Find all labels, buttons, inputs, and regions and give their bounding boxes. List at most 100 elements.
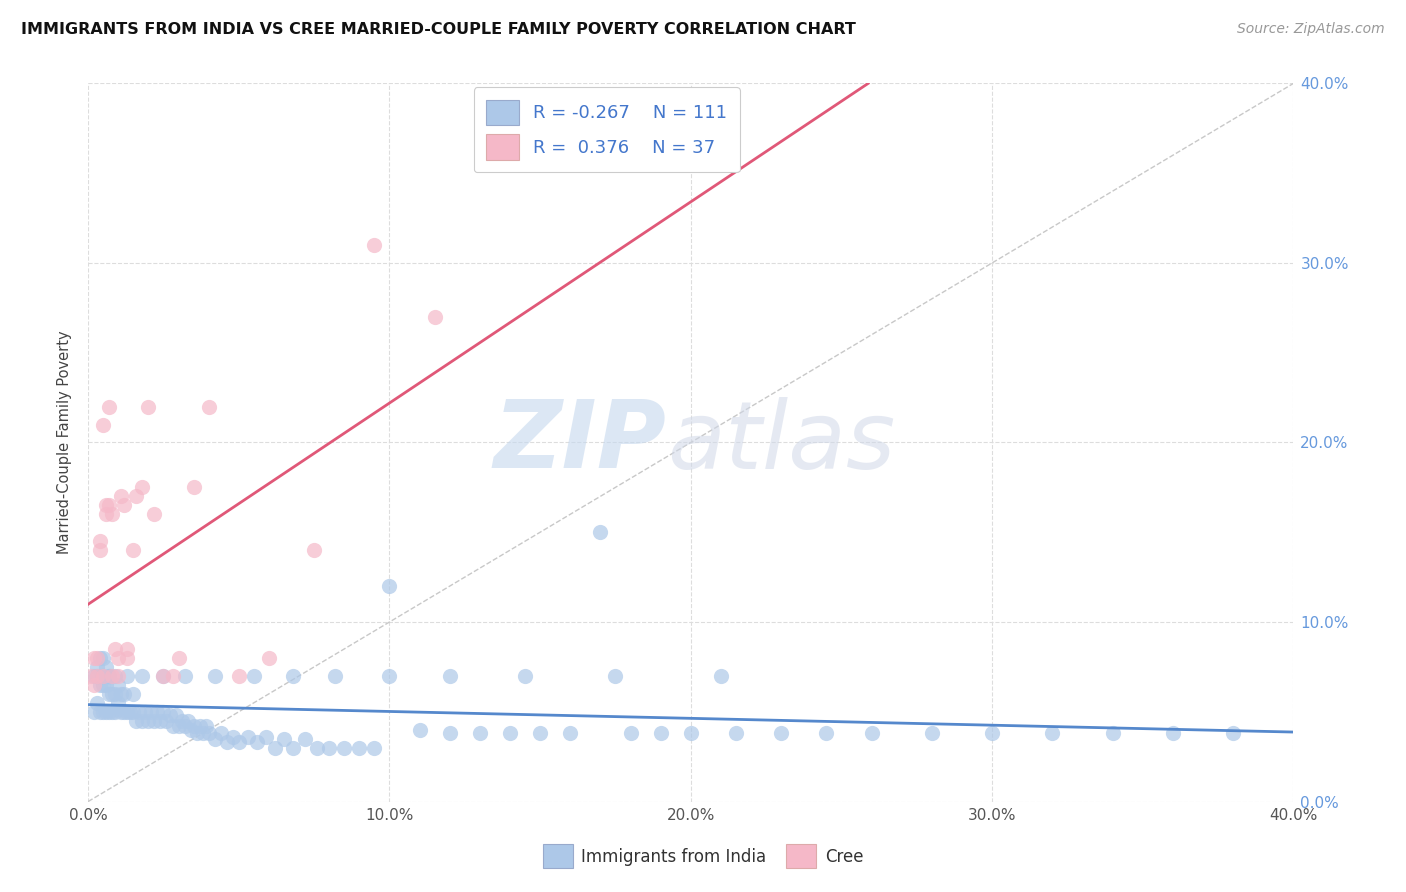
Point xyxy=(91,669,114,683)
Point xyxy=(273,731,295,746)
Text: Source: ZipAtlas.com: Source: ZipAtlas.com xyxy=(1237,22,1385,37)
Point xyxy=(117,705,139,719)
Point xyxy=(138,714,160,728)
Point xyxy=(122,687,145,701)
Point xyxy=(254,730,277,744)
Point xyxy=(143,714,166,728)
Point xyxy=(165,708,187,723)
Point xyxy=(228,669,250,683)
Point xyxy=(98,687,121,701)
Point xyxy=(91,651,114,665)
Point xyxy=(83,669,105,683)
Point xyxy=(80,669,103,683)
Point xyxy=(529,726,551,740)
Point xyxy=(302,543,325,558)
Point xyxy=(605,669,627,683)
Point xyxy=(146,705,169,719)
Point xyxy=(513,669,536,683)
Point xyxy=(107,669,129,683)
Point xyxy=(294,731,316,746)
Point xyxy=(89,534,111,549)
Point xyxy=(96,660,118,674)
Y-axis label: Married-Couple Family Poverty: Married-Couple Family Poverty xyxy=(58,331,72,554)
Point xyxy=(981,726,1004,740)
Point xyxy=(1101,726,1123,740)
Point xyxy=(98,400,121,414)
Point xyxy=(499,726,522,740)
Point xyxy=(112,499,135,513)
Point xyxy=(710,669,733,683)
Point xyxy=(86,660,108,674)
Point xyxy=(91,669,114,683)
Point xyxy=(439,669,461,683)
Point xyxy=(860,726,883,740)
Point xyxy=(86,669,108,683)
Point xyxy=(236,730,259,744)
Point xyxy=(183,719,205,733)
Point xyxy=(86,696,108,710)
Point xyxy=(104,669,127,683)
Point xyxy=(101,687,124,701)
Point xyxy=(122,705,145,719)
Point xyxy=(281,740,304,755)
Point xyxy=(589,525,612,540)
Point xyxy=(197,726,219,740)
Point xyxy=(117,651,139,665)
Point xyxy=(194,719,217,733)
Point xyxy=(104,687,127,701)
Point xyxy=(138,400,160,414)
Point xyxy=(815,726,838,740)
Text: atlas: atlas xyxy=(666,397,894,488)
Point xyxy=(117,642,139,657)
Point xyxy=(122,543,145,558)
Point xyxy=(86,669,108,683)
Point xyxy=(101,669,124,683)
Point xyxy=(152,705,174,719)
Point xyxy=(167,651,190,665)
Point xyxy=(378,579,401,593)
Point xyxy=(89,651,111,665)
Point xyxy=(243,669,266,683)
Point xyxy=(170,714,193,728)
Point xyxy=(107,696,129,710)
Point xyxy=(650,726,672,740)
Point xyxy=(159,708,181,723)
Point xyxy=(333,740,356,755)
Point xyxy=(101,508,124,522)
Point xyxy=(1161,726,1184,740)
Point xyxy=(89,705,111,719)
Point xyxy=(176,714,198,728)
Point xyxy=(1040,726,1063,740)
Point xyxy=(149,714,172,728)
Point xyxy=(101,705,124,719)
Point xyxy=(560,726,582,740)
Point xyxy=(186,726,208,740)
Point xyxy=(89,543,111,558)
Point xyxy=(117,669,139,683)
Legend: Immigrants from India, Cree: Immigrants from India, Cree xyxy=(536,838,870,875)
Point xyxy=(307,740,329,755)
Point xyxy=(91,678,114,692)
Point xyxy=(83,651,105,665)
Point xyxy=(98,669,121,683)
Point xyxy=(197,400,219,414)
Point xyxy=(167,719,190,733)
Point xyxy=(98,669,121,683)
Point xyxy=(155,714,177,728)
Text: IMMIGRANTS FROM INDIA VS CREE MARRIED-COUPLE FAMILY POVERTY CORRELATION CHART: IMMIGRANTS FROM INDIA VS CREE MARRIED-CO… xyxy=(21,22,856,37)
Point xyxy=(112,687,135,701)
Point xyxy=(83,705,105,719)
Point xyxy=(152,669,174,683)
Point xyxy=(257,651,280,665)
Point xyxy=(152,669,174,683)
Point xyxy=(264,740,287,755)
Point xyxy=(107,651,129,665)
Point xyxy=(96,705,118,719)
Point xyxy=(191,726,214,740)
Point xyxy=(131,714,153,728)
Point xyxy=(162,669,184,683)
Point xyxy=(204,731,226,746)
Point xyxy=(423,310,446,324)
Point xyxy=(323,669,346,683)
Point xyxy=(378,669,401,683)
